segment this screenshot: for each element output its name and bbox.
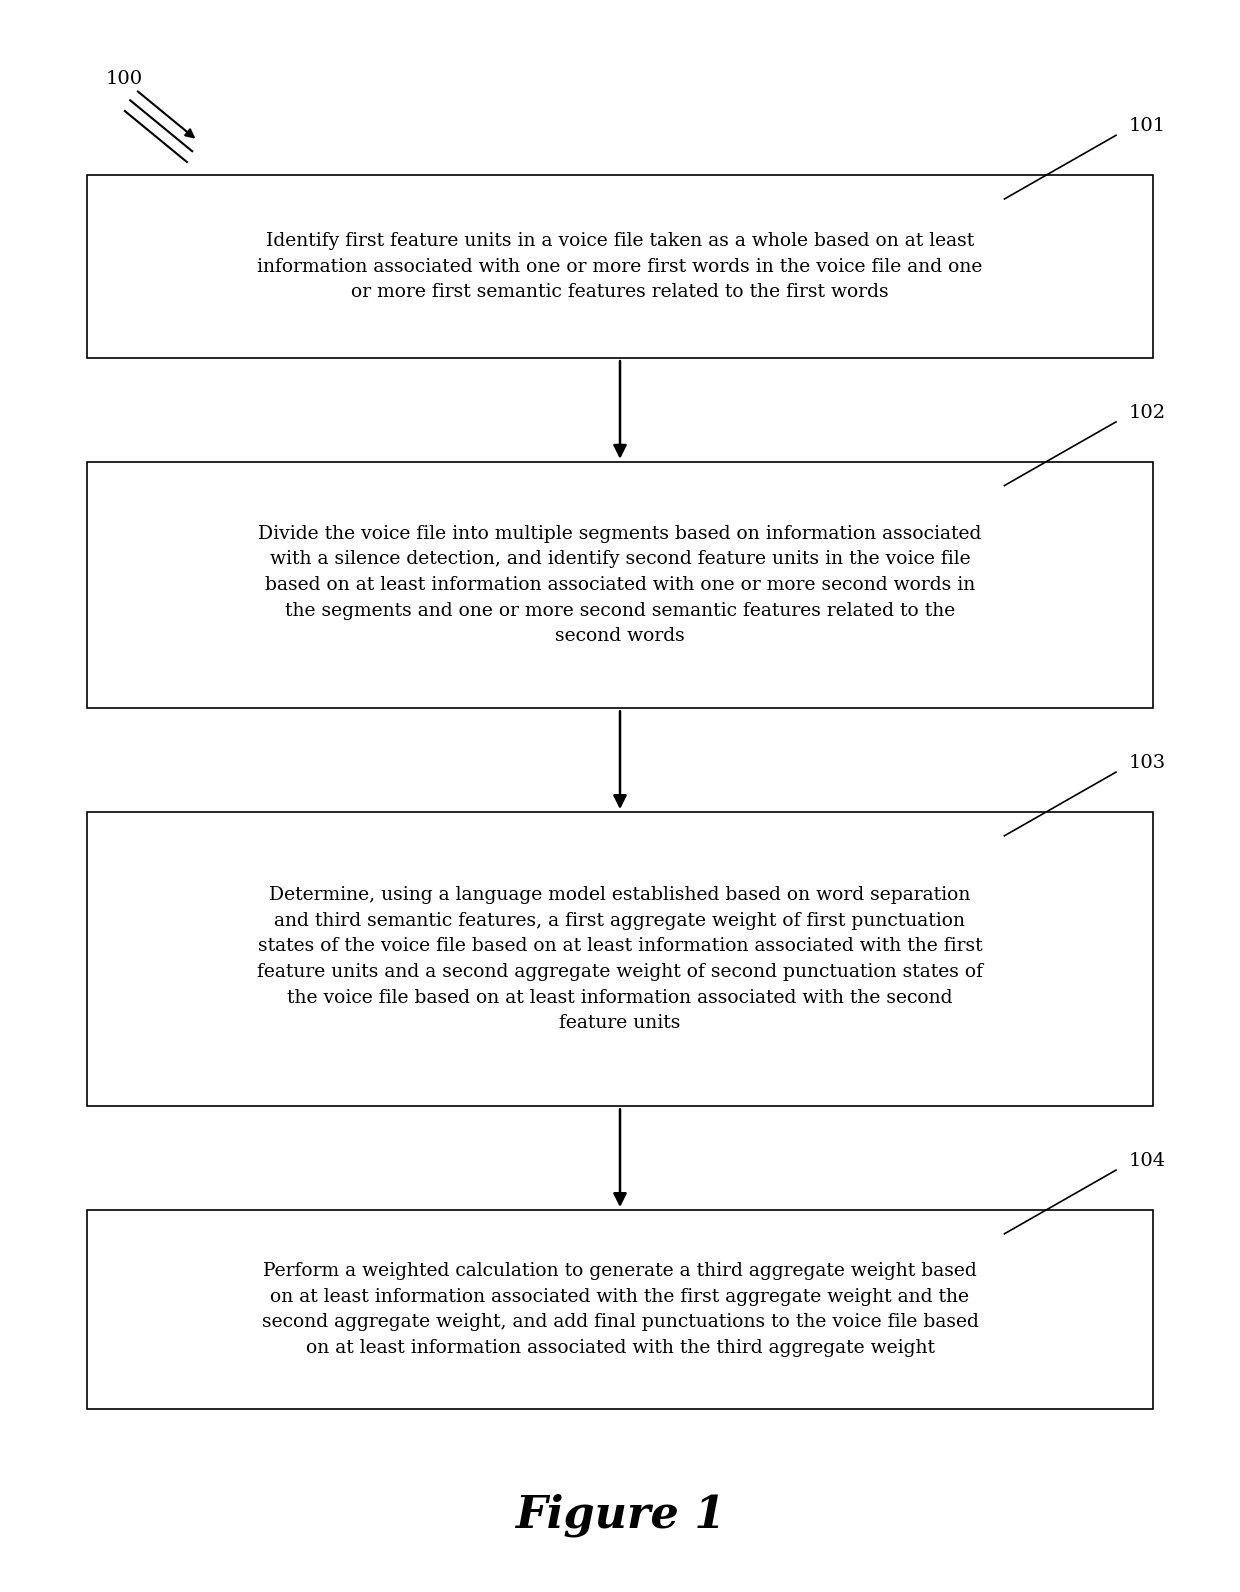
Text: Perform a weighted calculation to generate a third aggregate weight based
on at : Perform a weighted calculation to genera… [262,1262,978,1356]
Text: 100: 100 [105,70,143,88]
Text: 103: 103 [1128,755,1166,772]
FancyBboxPatch shape [87,1210,1153,1409]
Text: Identify first feature units in a voice file taken as a whole based on at least
: Identify first feature units in a voice … [258,232,982,301]
Text: Figure 1: Figure 1 [515,1493,725,1538]
FancyBboxPatch shape [87,175,1153,358]
Text: 101: 101 [1128,118,1166,135]
Text: 104: 104 [1128,1153,1166,1170]
Text: Determine, using a language model established based on word separation
and third: Determine, using a language model establ… [257,885,983,1033]
FancyBboxPatch shape [87,462,1153,708]
FancyBboxPatch shape [87,812,1153,1106]
Text: 102: 102 [1128,404,1166,422]
Text: Divide the voice file into multiple segments based on information associated
wit: Divide the voice file into multiple segm… [258,525,982,645]
